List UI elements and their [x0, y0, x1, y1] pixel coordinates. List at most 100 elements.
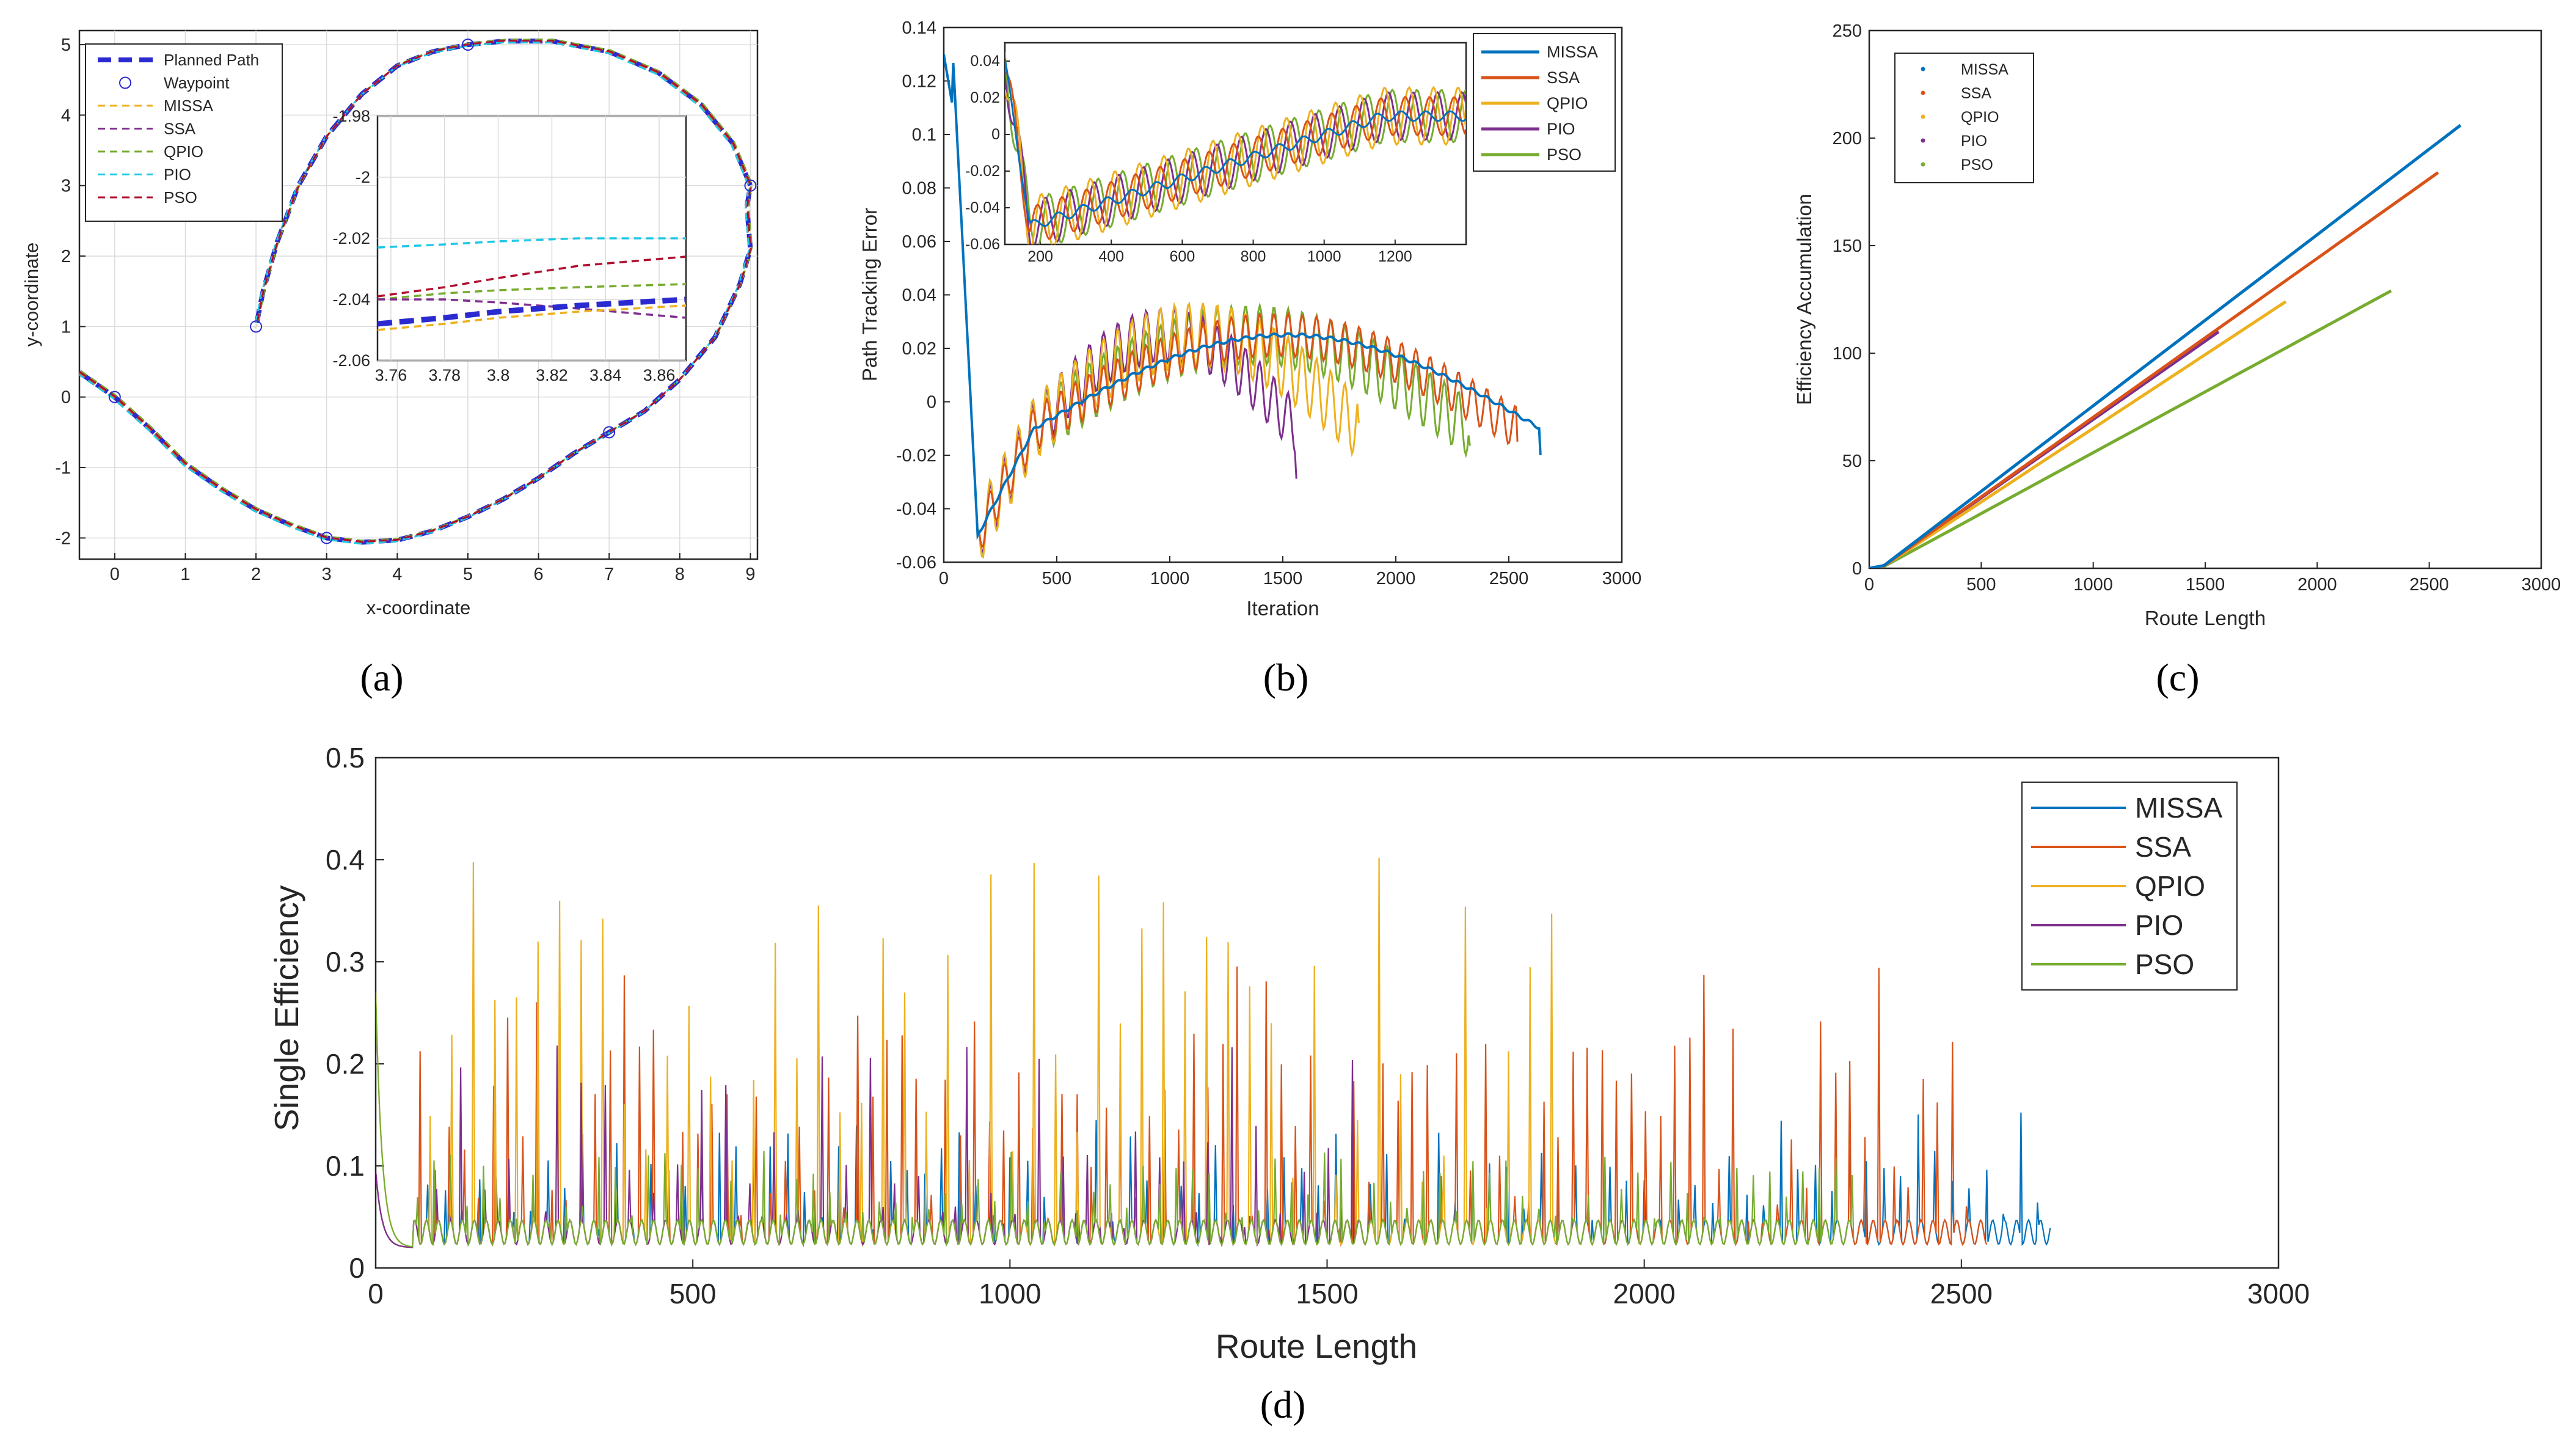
y-tick-label: 0.2	[326, 1048, 365, 1080]
waypoints-a	[108, 38, 757, 544]
pio-path	[79, 42, 750, 545]
y-tick-label: 0.1	[326, 1150, 365, 1182]
legend-label: PSO	[164, 188, 197, 207]
legend-label: PIO	[1547, 120, 1575, 138]
inset-ticks-a: 3.76 3.78 3.8 3.82 3.84 3.86 -2.06 -2.04 -2.02 -2…	[332, 107, 675, 384]
missa-accum-line	[1869, 123, 2462, 568]
axes-d	[374, 756, 2280, 1269]
inset-lines-b	[1005, 52, 1466, 244]
x-tick-label: 3000	[2522, 575, 2561, 595]
waypoint-marker	[461, 38, 474, 51]
xlabel-b: Iteration	[1246, 597, 1319, 620]
y-tick-label: 150	[1833, 236, 1862, 256]
legend-label: MISSA	[2135, 792, 2222, 824]
panel-label-a: (a)	[360, 656, 403, 699]
y-tick-label: 0	[349, 1252, 365, 1284]
y-tick-label: 0.02	[902, 339, 936, 359]
legend-marker	[1921, 138, 1925, 143]
legend-label: QPIO	[2135, 870, 2205, 902]
y-tick-label: 1	[61, 317, 71, 337]
inset-axes-b	[1004, 42, 1467, 246]
legend-label: PIO	[164, 166, 191, 184]
inset-line	[378, 296, 686, 327]
x-tick-label: 3000	[2247, 1278, 2310, 1310]
legend-label: PSO	[1547, 145, 1582, 164]
x-tick-label: 2000	[1376, 569, 1416, 588]
x-tick-label: 2000	[1613, 1278, 1675, 1310]
inset-x-tick-label: 3.86	[643, 366, 676, 384]
inset-y-tick-label: 0.02	[970, 89, 1000, 106]
y-tick-label: 3	[61, 177, 71, 196]
inset-y-tick-label: -0.02	[965, 163, 1000, 180]
x-tick-label: 500	[1042, 569, 1071, 588]
inset-y-tick-label: -0.06	[965, 236, 1000, 253]
inset-b: 200 400 600 800 1000 1200 -0.06 -0.04 -0.02 0 0.02…	[965, 42, 1467, 265]
y-tick-label: -0.06	[896, 553, 936, 573]
ticks-d: 0 500 1000 1500 2000 2500 3000 0 0.1 0.2 0.3 0.4 0.5	[326, 742, 2310, 1310]
x-tick-label: 4	[392, 565, 402, 584]
inset-y-tick-label: 0.04	[970, 53, 1000, 70]
legend-label: PSO	[2135, 948, 2194, 980]
legend-label: PIO	[1961, 133, 1987, 150]
ylabel-a: y-coordinate	[21, 243, 42, 347]
x-tick-label: 0	[368, 1278, 384, 1310]
inset-x-tick-label: 1200	[1378, 248, 1412, 265]
pso-efficiency-line	[376, 992, 1855, 1248]
pio-inset-line	[1005, 75, 1466, 244]
x-tick-label: 1000	[979, 1278, 1041, 1310]
x-tick-label: 2500	[2409, 575, 2449, 595]
y-tick-label: 0.06	[902, 232, 936, 252]
legend-label: QPIO	[164, 142, 203, 161]
qpio-accum-line	[1869, 300, 2287, 568]
legend-label: MISSA	[1547, 43, 1598, 61]
y-tick-label: 2	[61, 247, 71, 266]
x-tick-label: 1	[180, 565, 190, 584]
legend-label: Planned Path	[164, 51, 259, 69]
inset-x-tick-label: 400	[1098, 248, 1124, 265]
legend-label: SSA	[1961, 85, 1991, 102]
y-tick-label: 0.04	[902, 286, 936, 306]
legend-marker	[1921, 90, 1925, 95]
x-tick-label: 2000	[2297, 575, 2337, 595]
waypoint-marker	[603, 426, 616, 439]
legend-marker	[1921, 67, 1925, 71]
ssa-accum-line	[1869, 171, 2439, 568]
x-tick-label: 0	[939, 569, 949, 588]
ylabel-c: Efficiency Accumulation	[1793, 194, 1815, 405]
x-tick-label: 2500	[1489, 569, 1529, 588]
legend-label: PIO	[2135, 909, 2183, 941]
legend-label: PSO	[1961, 156, 1993, 174]
inset-y-tick-label: -2.02	[332, 229, 370, 247]
x-tick-label: 8	[675, 565, 685, 584]
pso-path	[79, 40, 752, 543]
waypoint-marker	[744, 179, 757, 192]
lines-c	[1869, 123, 2462, 568]
ssa-error-line	[944, 54, 1519, 548]
ticks-c: 0 500 1000 1500 2000 2500 3000 0 50 100 150 200 250	[1833, 21, 2561, 595]
xlabel-c: Route Length	[2145, 607, 2266, 629]
y-tick-label: 0.1	[912, 125, 936, 145]
waypoint-marker	[250, 320, 263, 333]
legend-label: SSA	[2135, 831, 2191, 863]
panel-label-b: (b)	[1263, 656, 1309, 699]
x-tick-label: 7	[604, 565, 614, 584]
inset-y-tick-label: -2	[356, 168, 370, 186]
y-tick-label: -0.04	[896, 500, 936, 519]
qpio-error-line	[944, 54, 1360, 559]
legend-label: QPIO	[1547, 94, 1588, 112]
x-tick-label: 500	[1966, 575, 1996, 595]
inset-y-tick-label: -0.04	[965, 199, 1000, 216]
x-tick-label: 1000	[2073, 575, 2113, 595]
inset-x-tick-label: 3.8	[487, 366, 510, 384]
y-tick-label: 0.14	[902, 18, 936, 38]
y-tick-label: -2	[55, 529, 71, 548]
y-tick-label: 0	[61, 388, 71, 408]
y-tick-label: 200	[1833, 129, 1862, 148]
inset-x-tick-label: 200	[1027, 248, 1053, 265]
inset-ticks-b: 200 400 600 800 1000 1200 -0.06 -0.04 -0.02 0 0.02…	[965, 53, 1412, 265]
y-tick-label: 0.5	[326, 742, 365, 774]
y-tick-label: 5	[61, 35, 71, 55]
y-tick-label: 0.08	[902, 179, 936, 199]
x-tick-label: 0	[110, 565, 120, 584]
